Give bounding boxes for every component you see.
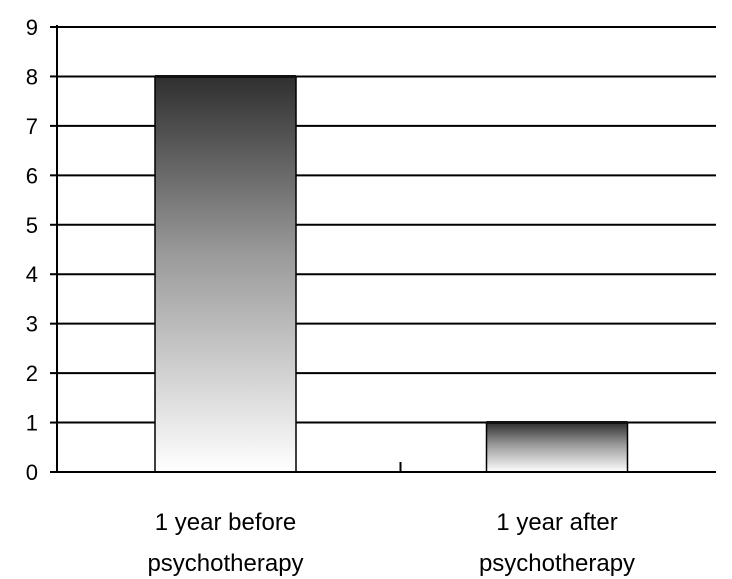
bar-2 [485, 421, 629, 473]
x-category-label: 1 year before psychotherapy [147, 509, 303, 577]
x-category-labels: 1 year before psychotherapy 1 year after ps… [147, 509, 635, 577]
y-tick-label: 1 [26, 411, 38, 436]
y-tick-label: 6 [26, 163, 38, 188]
y-tick-label: 2 [26, 361, 38, 386]
y-tick-label: 9 [26, 15, 38, 40]
y-tick-label: 8 [26, 64, 38, 89]
y-tick-label: 4 [26, 262, 38, 287]
bars [154, 74, 629, 473]
y-tick-label: 0 [26, 460, 38, 485]
y-tick-label: 3 [26, 312, 38, 337]
bar-1 [154, 75, 297, 473]
axes [56, 25, 716, 473]
y-tick-labels: 0 1 2 3 4 5 6 7 8 9 [26, 15, 57, 485]
x-category-label: 1 year after psychotherapy [479, 509, 635, 577]
y-tick-label: 7 [26, 114, 38, 139]
y-tick-label: 5 [26, 213, 38, 238]
